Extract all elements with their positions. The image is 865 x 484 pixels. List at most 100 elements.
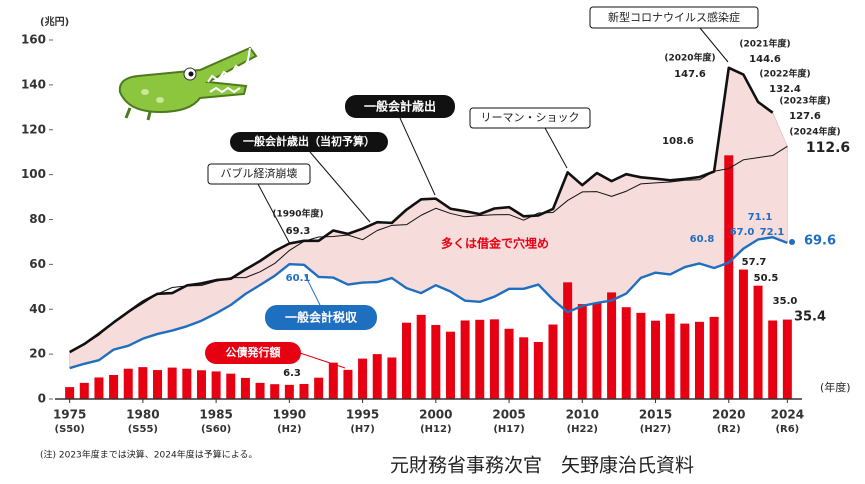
annotation: 多くは借金で穴埋め [441,236,549,251]
y-tick-label: 100 [21,167,46,181]
connector [399,117,436,196]
y-tick-label: 80 [29,212,46,226]
y-tick-label: 0 [38,392,46,406]
y-tick-label: 120 [21,122,46,136]
annotation: リーマン・ショック [481,111,580,124]
y-tick-label: 160 [21,33,46,47]
x-tick-label: 2005 [492,408,525,422]
data-label: 57.7 [742,257,767,268]
connector [699,27,729,63]
data-label: 69.6 [804,234,836,249]
bar [709,316,719,399]
x-tick-label: 1990 [273,408,306,422]
x-tick-sublabel: (H12) [420,424,451,435]
bar [314,377,324,399]
bar [489,319,499,399]
annotation: (2021年度) [739,38,790,50]
annotation: (2023年度) [779,95,830,107]
x-tick-sublabel: (R6) [775,424,799,435]
x-tick-sublabel: (S55) [128,424,158,435]
bar [94,377,104,399]
data-label: 108.6 [662,136,694,147]
x-tick-sublabel: (H22) [567,424,598,435]
line [69,236,788,370]
bar [504,328,514,399]
bar [387,357,397,399]
x-tick-sublabel: (H27) [640,424,671,435]
marker [789,239,795,245]
bar [724,155,734,399]
bar [299,383,309,399]
bar [768,320,778,399]
callout-box [207,163,311,185]
x-tick-label: 2015 [639,408,672,422]
data-label: 60.1 [286,273,311,284]
data-label: 112.6 [806,140,850,156]
bar [460,320,470,399]
y-tick-label: 40 [29,302,46,316]
data-label: 144.6 [749,54,781,65]
connector [309,151,371,223]
bar [753,285,763,399]
bar [475,319,485,399]
bar [402,322,412,399]
bar [65,387,75,399]
bar [182,368,192,399]
bar [211,371,221,399]
callout-box [205,342,301,364]
y-tick-label: 140 [21,77,46,91]
series-callout: 公債発行額 [226,345,281,359]
bar [680,323,690,399]
connector [544,127,568,169]
annotation: (2024年度) [789,126,840,138]
x-tick-label: 2024 [771,408,804,422]
bar [226,373,236,399]
data-label: 147.6 [674,69,706,80]
bar [138,367,148,399]
x-tick-label: 1975 [53,408,86,422]
data-label: 35.4 [794,310,826,325]
bar [636,312,646,399]
bar [738,269,748,399]
bar [533,342,543,399]
annotation: バブル経済崩壊 [221,166,298,180]
bar [665,313,675,399]
bar [519,337,529,399]
bar [79,382,89,399]
annotation: (2020年度) [664,52,715,64]
data-label: 132.4 [769,84,801,95]
annotation: (1990年度) [272,208,323,220]
annotation: 新型コロナウイルス感染症 [608,10,740,24]
x-tick-label: 2000 [419,408,452,422]
crocodile-illustration [118,46,258,121]
x-tick-label: 1995 [346,408,379,422]
x-tick-label: 2010 [566,408,599,422]
callout-box [230,132,388,152]
series-callout: 一般会計税収 [285,310,358,325]
x-tick-label: 1985 [199,408,232,422]
y-unit: (兆円) [40,15,69,28]
x-tick-sublabel: (H2) [277,424,301,435]
annotation: (2022年度) [759,68,810,80]
bar [167,367,177,399]
x-tick-label: 2020 [712,408,745,422]
bar [328,362,338,399]
bar [563,282,573,399]
connector [257,183,291,245]
bar [592,302,602,399]
bar [109,374,119,399]
callout-box [589,6,759,29]
bar [577,304,587,399]
x-unit: (年度) [820,380,851,394]
bar [255,382,265,399]
bar [416,314,426,399]
bar [123,368,133,399]
data-label: 71.1 [748,212,773,223]
bar [270,384,280,399]
callout-box [265,305,377,330]
data-label: 72.1 [760,227,785,238]
data-label: 127.6 [789,111,821,122]
x-tick-sublabel: (S60) [201,424,231,435]
bar [621,307,631,399]
